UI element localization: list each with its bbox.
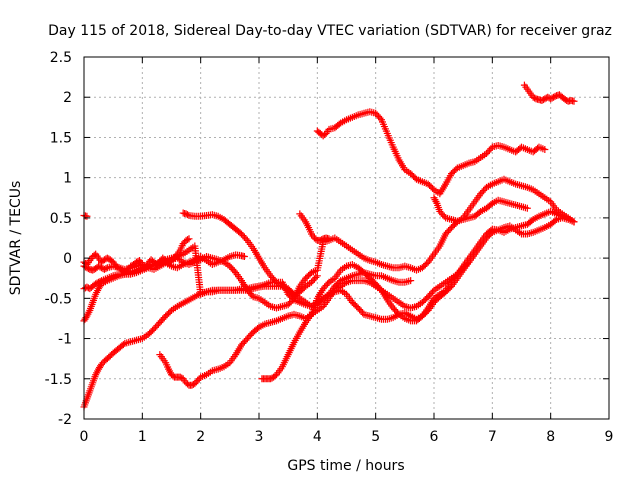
data-point bbox=[325, 235, 333, 243]
data-point bbox=[184, 211, 192, 219]
data-point bbox=[313, 272, 321, 280]
y-tick-label: -2 bbox=[58, 412, 72, 428]
x-tick-label: 8 bbox=[546, 429, 555, 445]
data-point bbox=[318, 296, 326, 304]
grid bbox=[84, 57, 609, 419]
y-tick-label: -0.5 bbox=[45, 291, 72, 307]
x-tick-label: 3 bbox=[255, 429, 264, 445]
data-point bbox=[102, 265, 110, 273]
x-axis-ticks: 0 1 2 3 4 5 6 7 8 9 bbox=[80, 57, 614, 445]
y-tick-label: -1.5 bbox=[45, 372, 72, 388]
series-9 bbox=[258, 214, 578, 383]
data-point bbox=[376, 285, 384, 293]
series-12 bbox=[430, 194, 531, 225]
data-point bbox=[570, 97, 578, 105]
y-tick-label: 1 bbox=[63, 171, 72, 187]
data-point bbox=[407, 277, 415, 285]
x-tick-label: 1 bbox=[138, 429, 147, 445]
data-point bbox=[271, 277, 279, 285]
data-point bbox=[523, 204, 531, 212]
x-tick-label: 6 bbox=[430, 429, 439, 445]
data-point bbox=[312, 273, 320, 281]
y-axis-ticks: -2 -1.5 -1 -0.5 0 0.5 1 1.5 2 2.5 bbox=[45, 50, 609, 428]
data-point bbox=[429, 288, 437, 296]
series-11 bbox=[313, 108, 549, 198]
data-point bbox=[394, 309, 402, 317]
series-1 bbox=[80, 211, 91, 220]
y-tick-label: 0.5 bbox=[50, 211, 72, 227]
data-point bbox=[185, 235, 193, 243]
data-point bbox=[376, 114, 384, 122]
y-tick-label: 2 bbox=[63, 90, 72, 106]
data-point bbox=[184, 236, 192, 244]
data-point bbox=[242, 235, 250, 243]
y-axis-label: SDTVAR / TECUs bbox=[8, 181, 24, 296]
data-point bbox=[541, 146, 549, 154]
series-10 bbox=[296, 210, 333, 244]
x-tick-label: 9 bbox=[605, 429, 614, 445]
y-tick-label: 0 bbox=[63, 251, 72, 267]
data-series bbox=[80, 81, 578, 411]
y-tick-label: 2.5 bbox=[50, 50, 72, 66]
y-tick-label: -1 bbox=[58, 332, 72, 348]
x-tick-label: 0 bbox=[80, 429, 89, 445]
series-8 bbox=[179, 209, 321, 298]
x-tick-label: 4 bbox=[313, 429, 322, 445]
x-tick-label: 7 bbox=[488, 429, 497, 445]
x-tick-label: 2 bbox=[196, 429, 205, 445]
chart-title: Day 115 of 2018, Sidereal Day-to-day VTE… bbox=[48, 23, 612, 39]
data-point bbox=[230, 267, 238, 275]
x-axis-label: GPS time / hours bbox=[287, 458, 404, 474]
data-point bbox=[83, 212, 91, 220]
series-13 bbox=[520, 81, 578, 105]
data-point bbox=[240, 253, 248, 261]
plot-frame bbox=[83, 56, 610, 420]
data-point bbox=[324, 280, 332, 288]
x-tick-label: 5 bbox=[371, 429, 380, 445]
data-point bbox=[570, 218, 578, 226]
y-tick-label: 1.5 bbox=[50, 130, 72, 146]
